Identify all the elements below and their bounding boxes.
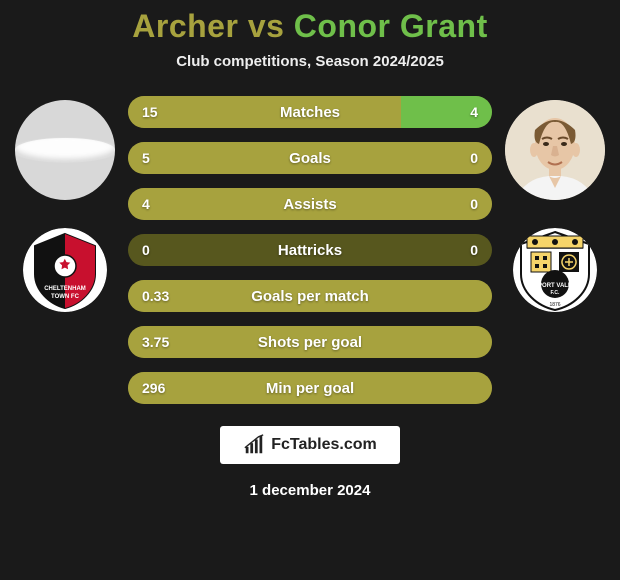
- stat-value-left: 5: [128, 150, 188, 166]
- stat-value-right: 0: [432, 242, 492, 258]
- svg-text:F.C.: F.C.: [551, 290, 561, 296]
- svg-text:PORT VALE: PORT VALE: [538, 283, 572, 289]
- date-text: 1 december 2024: [250, 482, 371, 499]
- stat-value-right: 0: [432, 196, 492, 212]
- stat-value-left: 3.75: [128, 334, 188, 350]
- stat-bars: 15Matches45Goals04Assists00Hattricks00.3…: [128, 92, 492, 404]
- stat-value-left: 15: [128, 104, 188, 120]
- comparison-main: CHELTENHAM TOWN FC 15Matches45Goals04Ass…: [0, 92, 620, 404]
- stat-label: Matches: [188, 104, 432, 121]
- stat-label: Shots per goal: [188, 334, 432, 351]
- watermark-text: FcTables.com: [271, 436, 377, 454]
- title-player-left: Archer: [132, 8, 238, 44]
- stat-label: Assists: [188, 196, 432, 213]
- watermark: FcTables.com: [220, 426, 400, 464]
- chart-icon: [243, 434, 265, 456]
- stat-label: Goals: [188, 150, 432, 167]
- stat-row: 3.75Shots per goal: [128, 326, 492, 358]
- title-player-right: Conor Grant: [294, 8, 488, 44]
- stat-label: Goals per match: [188, 288, 432, 305]
- svg-text:CHELTENHAM: CHELTENHAM: [44, 286, 86, 292]
- left-column: CHELTENHAM TOWN FC: [10, 92, 120, 404]
- stat-value-right: 0: [432, 150, 492, 166]
- stat-label: Min per goal: [188, 380, 432, 397]
- stat-value-left: 0: [128, 242, 188, 258]
- title-vs: vs: [238, 8, 293, 44]
- right-column: PORT VALE F.C. 1876: [500, 92, 610, 404]
- stat-row: 15Matches4: [128, 96, 492, 128]
- stat-row: 296Min per goal: [128, 372, 492, 404]
- player-avatar-left: [15, 100, 115, 200]
- stat-row: 4Assists0: [128, 188, 492, 220]
- subtitle: Club competitions, Season 2024/2025: [176, 53, 444, 70]
- club-badge-right: PORT VALE F.C. 1876: [513, 228, 597, 312]
- stat-row: 5Goals0: [128, 142, 492, 174]
- club-badge-left: CHELTENHAM TOWN FC: [23, 228, 107, 312]
- page-title: Archer vs Conor Grant: [132, 8, 487, 45]
- stat-label: Hattricks: [188, 242, 432, 259]
- player-avatar-right: [505, 100, 605, 200]
- stat-row: 0Hattricks0: [128, 234, 492, 266]
- svg-text:1876: 1876: [549, 302, 560, 308]
- stat-value-left: 0.33: [128, 288, 188, 304]
- stat-value-left: 4: [128, 196, 188, 212]
- stat-value-right: 4: [432, 104, 492, 120]
- stat-value-left: 296: [128, 380, 188, 396]
- svg-text:TOWN FC: TOWN FC: [51, 294, 80, 300]
- stat-row: 0.33Goals per match: [128, 280, 492, 312]
